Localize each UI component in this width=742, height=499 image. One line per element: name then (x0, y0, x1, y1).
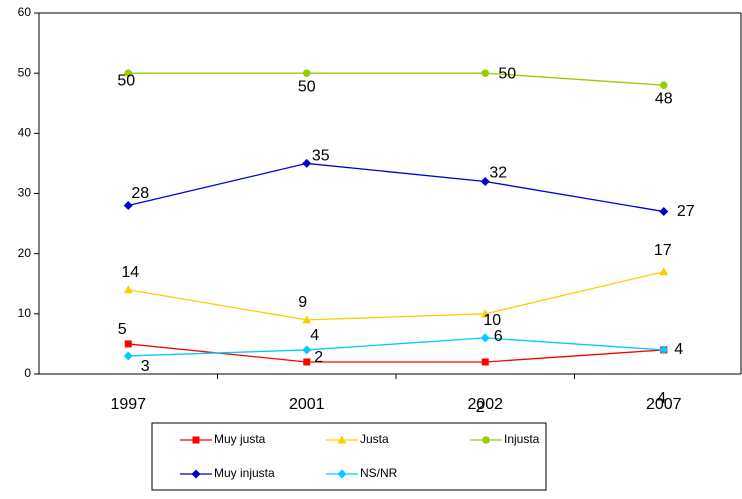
data-label: 35 (312, 148, 330, 165)
data-label: 48 (655, 90, 673, 107)
series-line (128, 271, 664, 321)
data-label: 28 (131, 185, 149, 202)
y-tick-label: 0 (24, 366, 31, 380)
data-label: 3 (141, 358, 150, 375)
legend-label: Muy justa (214, 432, 266, 446)
data-label: 9 (298, 294, 307, 311)
marker (124, 69, 133, 77)
data-label: 2 (314, 349, 323, 366)
marker (337, 435, 347, 444)
data-label: 27 (677, 203, 695, 220)
marker (192, 436, 200, 444)
data-label: 50 (298, 78, 316, 95)
series-line (128, 72, 664, 86)
marker (124, 340, 132, 348)
marker (659, 207, 669, 217)
y-tick-label: 30 (18, 186, 32, 200)
marker (302, 158, 312, 168)
marker (337, 469, 347, 479)
series-line (128, 162, 664, 213)
marker (480, 176, 490, 186)
marker (659, 345, 669, 355)
data-label: 4 (310, 327, 319, 344)
data-label: 17 (654, 242, 672, 259)
x-tick-label: 1997 (110, 396, 146, 413)
legend-label: Justa (360, 432, 389, 446)
data-label: 14 (121, 264, 139, 281)
marker (302, 315, 312, 324)
y-tick-label: 20 (18, 246, 32, 260)
data-label: 50 (117, 72, 135, 89)
data-label: 50 (498, 65, 516, 82)
data-label: 4 (674, 341, 683, 358)
legend-label: Muy injusta (214, 466, 275, 480)
legend-label: NS/NR (360, 466, 398, 480)
y-tick-label: 50 (18, 65, 32, 79)
legend-box (151, 422, 547, 491)
marker (659, 81, 668, 89)
marker (123, 285, 133, 294)
marker (480, 309, 490, 318)
marker (303, 358, 311, 366)
y-tick-label: 60 (18, 5, 32, 19)
y-tick-label: 10 (18, 306, 32, 320)
data-label: 4 (657, 390, 666, 407)
marker (302, 69, 311, 77)
y-tick-label: 40 (18, 126, 32, 140)
data-label: 32 (489, 165, 507, 182)
legend-label: Injusta (504, 432, 540, 446)
data-label: 5 (118, 321, 127, 338)
marker (481, 69, 490, 77)
marker (480, 333, 490, 343)
series-line (128, 337, 664, 357)
marker (659, 267, 669, 276)
marker (302, 345, 312, 355)
data-label: 10 (483, 312, 501, 329)
data-label: 2 (476, 399, 485, 416)
x-tick-label: 2001 (289, 396, 325, 413)
x-tick-label: 2007 (646, 396, 682, 413)
marker (123, 351, 133, 361)
marker (123, 201, 133, 211)
x-tick-label: 2002 (467, 396, 503, 413)
marker (482, 436, 490, 444)
marker (481, 358, 489, 366)
marker (191, 469, 201, 479)
data-label: 6 (494, 328, 503, 345)
